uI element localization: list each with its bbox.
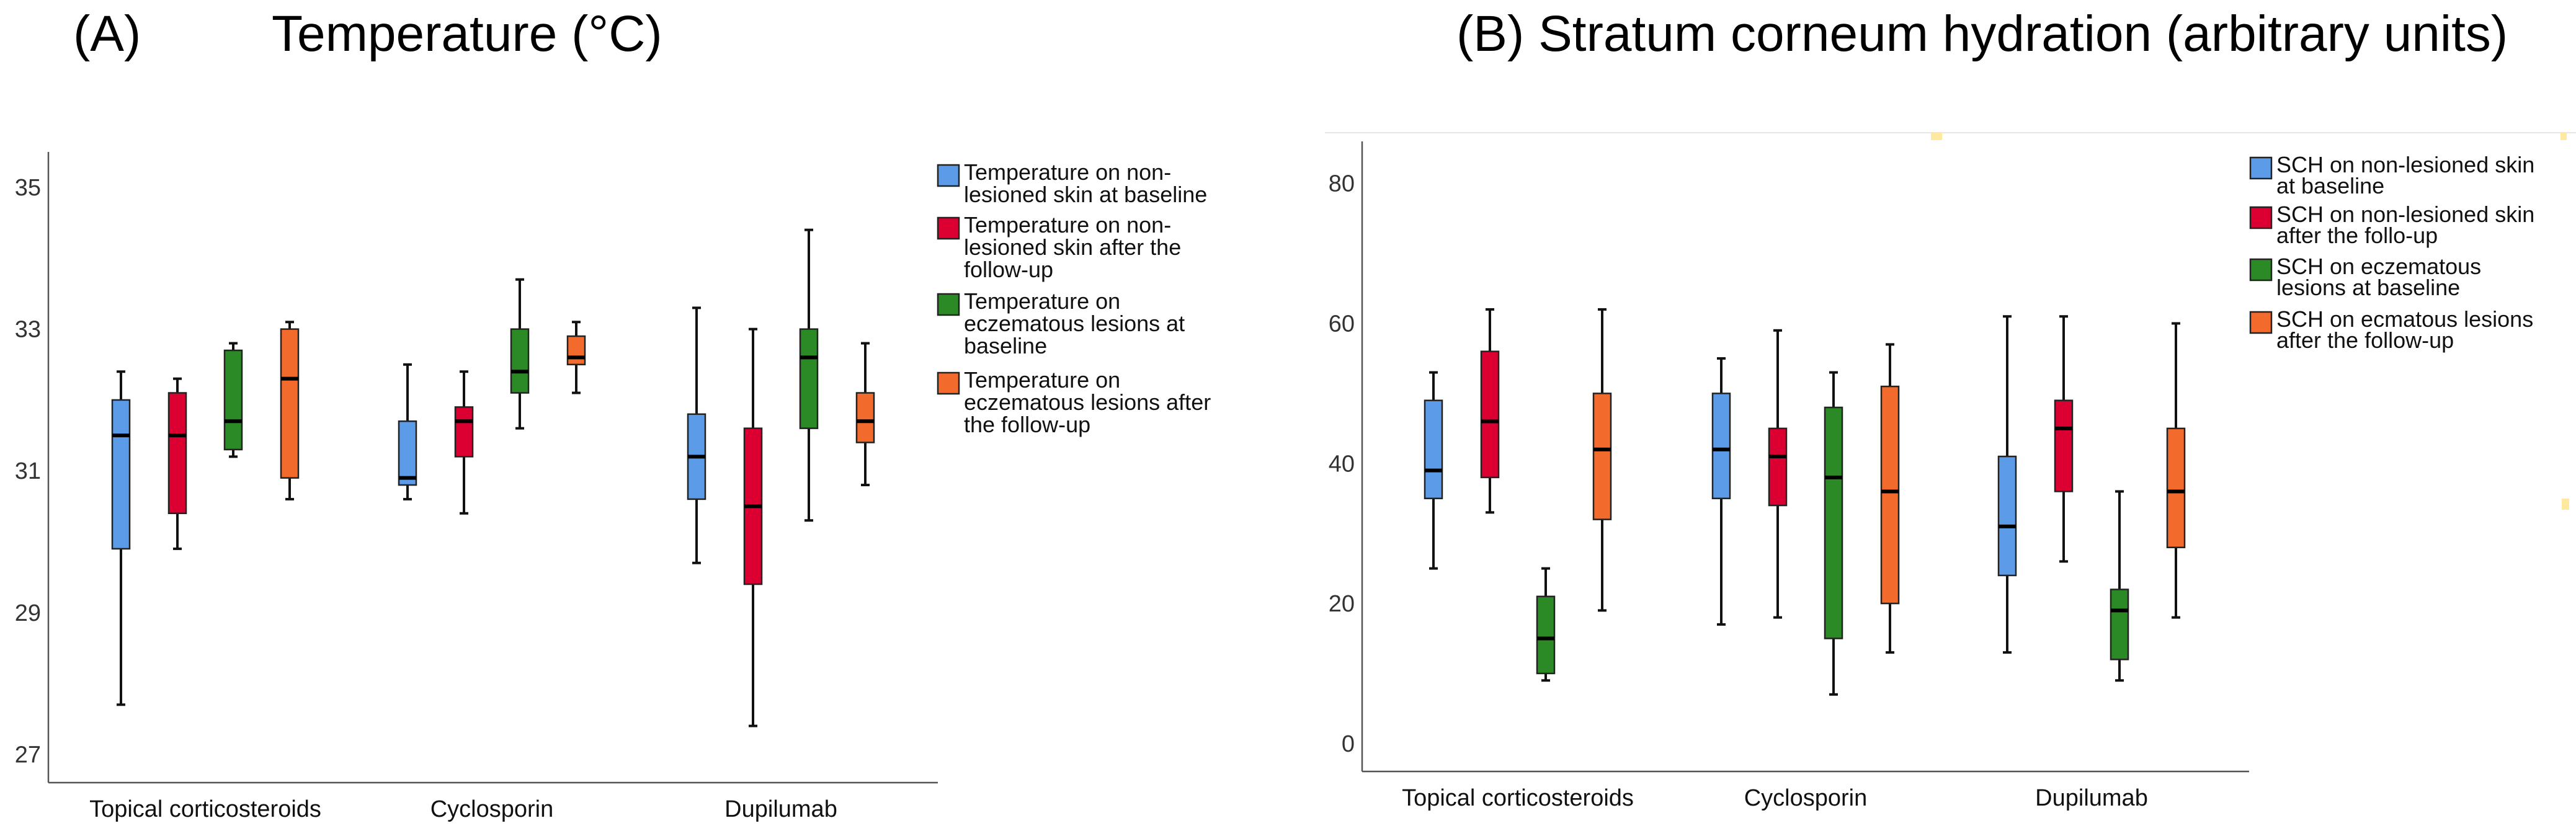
box-iqr: [280, 328, 300, 479]
legend-label: SCH on non-lesioned skin: [2276, 202, 2534, 227]
legend-label: Temperature on non-: [964, 212, 1171, 238]
y-tick-label: 31: [15, 458, 41, 484]
box-iqr: [566, 335, 586, 366]
box-iqr: [1768, 427, 1788, 507]
y-tick-label: 40: [1329, 451, 1355, 477]
panel-a-label: (A): [73, 6, 141, 62]
x-category-label: Dupilumab: [724, 796, 837, 822]
y-tick-label: 33: [15, 317, 41, 343]
box-iqr: [1536, 595, 1556, 675]
legend-label: Temperature on non-: [964, 159, 1171, 185]
box-iqr: [223, 349, 243, 451]
decorative-mark: [2560, 133, 2567, 140]
legend-swatch: [937, 216, 960, 240]
y-tick-label: 35: [15, 175, 41, 201]
legend-label: after the follo-up: [2276, 223, 2438, 248]
x-category-label: Cyclosporin: [430, 796, 554, 822]
x-category-label: Cyclosporin: [1744, 785, 1868, 811]
box-iqr: [510, 328, 530, 394]
box-iqr: [454, 406, 474, 458]
legend-swatch: [2249, 311, 2273, 334]
legend-swatch: [937, 164, 960, 187]
box-iqr: [1880, 385, 1900, 605]
box-iqr: [398, 420, 417, 486]
legend-label: the follow-up: [964, 412, 1090, 437]
legend-label: lesioned skin at baseline: [964, 182, 1207, 207]
legend-label: at baseline: [2276, 173, 2384, 198]
legend-label: baseline: [964, 333, 1047, 358]
box-iqr: [2166, 427, 2186, 549]
box-iqr: [1711, 393, 1731, 499]
legend-label: eczematous lesions at: [964, 311, 1185, 336]
legend-label: Temperature on: [964, 288, 1120, 314]
panel-a-title: Temperature (°C): [272, 6, 662, 62]
legend-label: SCH on eczematous: [2276, 254, 2481, 279]
legend-label: lesioned skin after the: [964, 234, 1181, 260]
decorative-mark: [2562, 499, 2569, 510]
box-iqr: [1424, 399, 1443, 499]
box-iqr: [1997, 455, 2017, 577]
chart-a-plot: 27 29 31 33 35 Topical corticosteroids Cyclosp…: [15, 152, 1211, 822]
legend-label: lesions at baseline: [2276, 275, 2460, 300]
box-iqr: [799, 328, 819, 429]
panel-b-title: (B) Stratum corneum hydration (arbitrary…: [1456, 6, 2508, 62]
legend-swatch: [2249, 156, 2273, 180]
box-iqr: [1592, 393, 1612, 520]
legend-swatch: [937, 293, 960, 316]
box-iqr: [111, 399, 131, 550]
x-category-label: Dupilumab: [2035, 785, 2148, 811]
legend-label: after the follow-up: [2276, 327, 2454, 353]
box-iqr: [1480, 350, 1500, 479]
legend-label: Temperature on: [964, 367, 1120, 393]
box-iqr: [2110, 589, 2129, 660]
x-category-label: Topical corticosteroids: [89, 796, 321, 822]
x-category-label: Topical corticosteroids: [1402, 785, 1634, 811]
decorative-mark: [1931, 133, 1942, 140]
legend-label: eczematous lesions after: [964, 389, 1211, 415]
legend-swatch: [2249, 206, 2273, 229]
box-iqr: [1824, 406, 1843, 639]
box-iqr: [2054, 399, 2074, 492]
y-tick-label: 0: [1342, 731, 1355, 757]
box-iqr: [167, 392, 187, 515]
box-iqr: [855, 392, 875, 443]
legend-swatch: [2249, 258, 2273, 282]
legend-label: SCH on non-lesioned skin: [2276, 152, 2534, 177]
chart-b-plot: 0 20 40 60 80 Topical corticosteroids Cyclospo…: [1325, 132, 2576, 811]
legend-swatch: [937, 371, 960, 395]
legend-label: follow-up: [964, 257, 1053, 282]
y-tick-label: 80: [1329, 171, 1355, 197]
y-tick-label: 29: [15, 600, 41, 626]
y-tick-label: 60: [1329, 311, 1355, 337]
y-tick-label: 20: [1329, 591, 1355, 617]
y-tick-label: 27: [15, 742, 41, 768]
legend-label: SCH on ecmatous lesions: [2276, 306, 2533, 332]
